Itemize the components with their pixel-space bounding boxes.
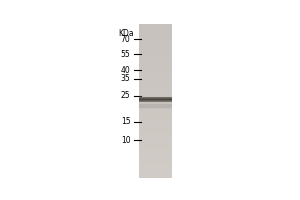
Text: 70: 70 bbox=[121, 35, 130, 44]
Bar bbox=[139, 24, 171, 178]
Text: 10: 10 bbox=[121, 136, 130, 145]
Text: 55: 55 bbox=[121, 50, 130, 59]
Text: 15: 15 bbox=[121, 117, 130, 126]
Text: 40: 40 bbox=[121, 66, 130, 75]
Text: 35: 35 bbox=[121, 74, 130, 83]
Text: 25: 25 bbox=[121, 91, 130, 100]
Text: KDa: KDa bbox=[118, 29, 134, 38]
